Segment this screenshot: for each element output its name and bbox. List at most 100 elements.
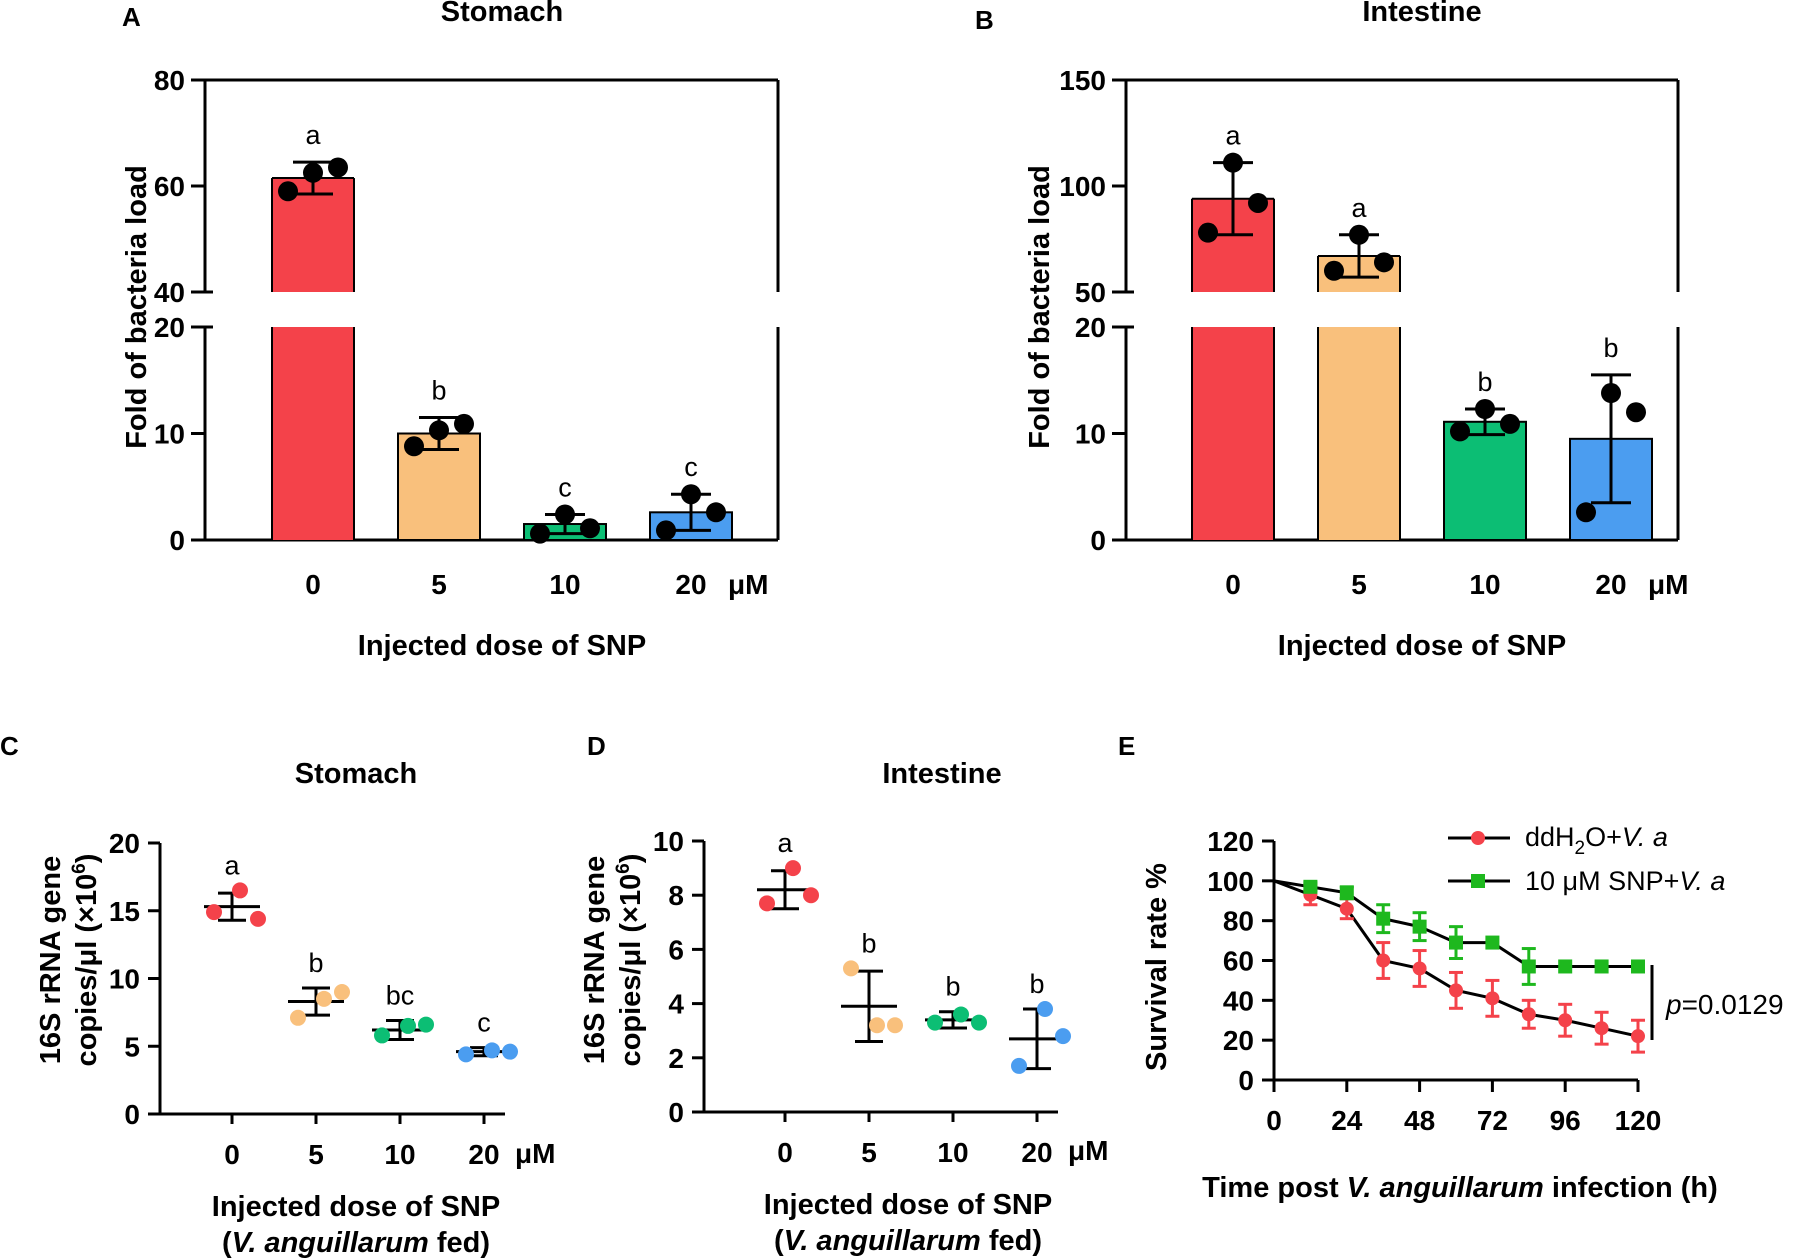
panel-d: Intestine 16S rRNA gene copies/μl (×106)… [579,758,1108,1257]
series-1-point-48 [1412,961,1427,976]
series-2-point-36 [1376,911,1391,926]
panel-e: Survival rate % Time post V. anguillarum… [1141,822,1784,1204]
p-value-annotation: p=0.0129 [1665,989,1784,1020]
y-tick-label-10: 10 [154,419,185,450]
y-tick-label-80: 80 [154,65,185,96]
data-point-0-2 [303,162,323,183]
data-point-0-1 [759,895,775,912]
data-point-10-2 [953,1006,969,1023]
panel-b: Intestine Fold of bacteria load Injected… [1024,0,1688,662]
y-tick-label-0: 0 [1238,1065,1254,1096]
panel-d-x-label-line2: (V. anguillarum fed) [774,1225,1042,1257]
data-point-10-1 [927,1014,943,1031]
significance-10: c [558,472,572,502]
significance-10: bc [386,981,415,1011]
x-tick-label-20: 20 [675,569,706,600]
bar-lower-0 [272,327,354,540]
x-tick-label-0: 0 [305,569,321,600]
significance-20: b [1603,333,1618,363]
panel-c-y-label-line1: 16S rRNA gene [35,856,67,1064]
panel-e-x-label: Time post V. anguillarum infection (h) [1202,1172,1718,1204]
y-tick-label-0: 0 [124,1099,140,1130]
data-point-10-3 [580,518,600,539]
series-1-point-60 [1449,983,1463,998]
x-tick-label-10: 10 [549,569,580,600]
x-tick-label-0: 0 [224,1139,240,1170]
panel-letter-d: D [587,731,606,761]
significance-10: b [945,972,960,1002]
panel-d-y-label-line2: copies/μl (×106) [613,854,647,1067]
data-point-5-1 [1324,260,1344,281]
panel-a-title: Stomach [441,0,563,28]
panel-letter-e: E [1118,731,1135,761]
panel-a-y-label: Fold of bacteria load [121,165,153,449]
y-tick-label-100: 100 [1207,866,1254,897]
panel-a-x-label: Injected dose of SNP [358,630,646,662]
y-tick-label-150: 150 [1059,65,1106,96]
bar-lower-5 [1318,327,1400,540]
y-tick-label-20: 20 [109,828,140,859]
x-tick-label-48: 48 [1404,1105,1435,1136]
y-tick-label-10: 10 [109,964,140,995]
x-tick-label-5: 5 [308,1139,324,1170]
data-point-20-2 [484,1042,500,1059]
data-point-20-3 [1055,1028,1071,1045]
y-tick-label-50: 50 [1075,277,1106,308]
legend-label-snp: 10 μM SNP+V. a [1525,866,1725,896]
data-point-5-3 [454,413,474,434]
panel-d-title: Intestine [882,758,1001,790]
data-point-10-3 [1500,413,1520,434]
data-point-5-1 [843,960,859,977]
y-tick-label-40: 40 [154,277,185,308]
y-tick-label-20: 20 [1223,1025,1254,1056]
series-2-point-60 [1449,935,1463,950]
significance-10: b [1477,367,1492,397]
data-point-0-3 [250,910,266,927]
legend-marker-ddh2o [1471,831,1485,845]
data-point-10-2 [555,504,575,525]
x-tick-label-5: 5 [861,1137,877,1168]
data-point-0-3 [803,887,819,904]
y-tick-label-80: 80 [1223,906,1254,937]
panel-d-unit: μM [1068,1135,1108,1166]
y-tick-label-10: 10 [1075,419,1106,450]
series-2-point-72 [1485,935,1500,950]
significance-5: b [861,928,876,958]
bar-10 [1443,420,1527,541]
bar-lower-0 [1192,327,1274,540]
significance-5: b [308,948,323,978]
panel-a: Stomach Fold of bacteria load Injected d… [121,0,780,662]
data-point-5-1 [404,436,424,457]
data-point-5-2 [316,990,332,1007]
y-tick-label-40: 40 [1223,985,1254,1016]
x-tick-label-5: 5 [431,569,447,600]
panel-c: Stomach 16S rRNA gene copies/μl (×106) I… [35,758,555,1259]
x-tick-label-0: 0 [777,1137,793,1168]
data-point-0-2 [232,882,248,899]
significance-20: c [477,1008,491,1038]
significance-20: c [684,452,698,482]
data-point-10-3 [418,1016,434,1033]
significance-5: b [431,376,446,406]
data-point-20-3 [502,1043,518,1060]
panel-b-y-label: Fold of bacteria load [1024,165,1056,449]
series-2-point-24 [1339,885,1354,900]
panel-letter-c: C [0,731,19,761]
data-point-20-2 [681,484,701,505]
panel-letter-a: A [122,2,141,32]
data-point-0-2 [785,860,801,877]
data-point-5-2 [429,420,449,441]
series-2-point-96 [1558,959,1573,974]
data-point-20-1 [458,1046,474,1063]
x-tick-label-96: 96 [1550,1105,1581,1136]
series-1-point-84 [1521,1007,1536,1022]
data-point-10-1 [1450,421,1470,442]
panel-b-unit: μM [1648,569,1688,600]
y-tick-label-20: 20 [1075,312,1106,343]
y-tick-label-8: 8 [668,880,684,911]
panel-letter-b: B [975,5,994,35]
legend-marker-snp [1471,874,1485,888]
x-tick-label-72: 72 [1477,1105,1508,1136]
x-tick-label-10: 10 [937,1137,968,1168]
